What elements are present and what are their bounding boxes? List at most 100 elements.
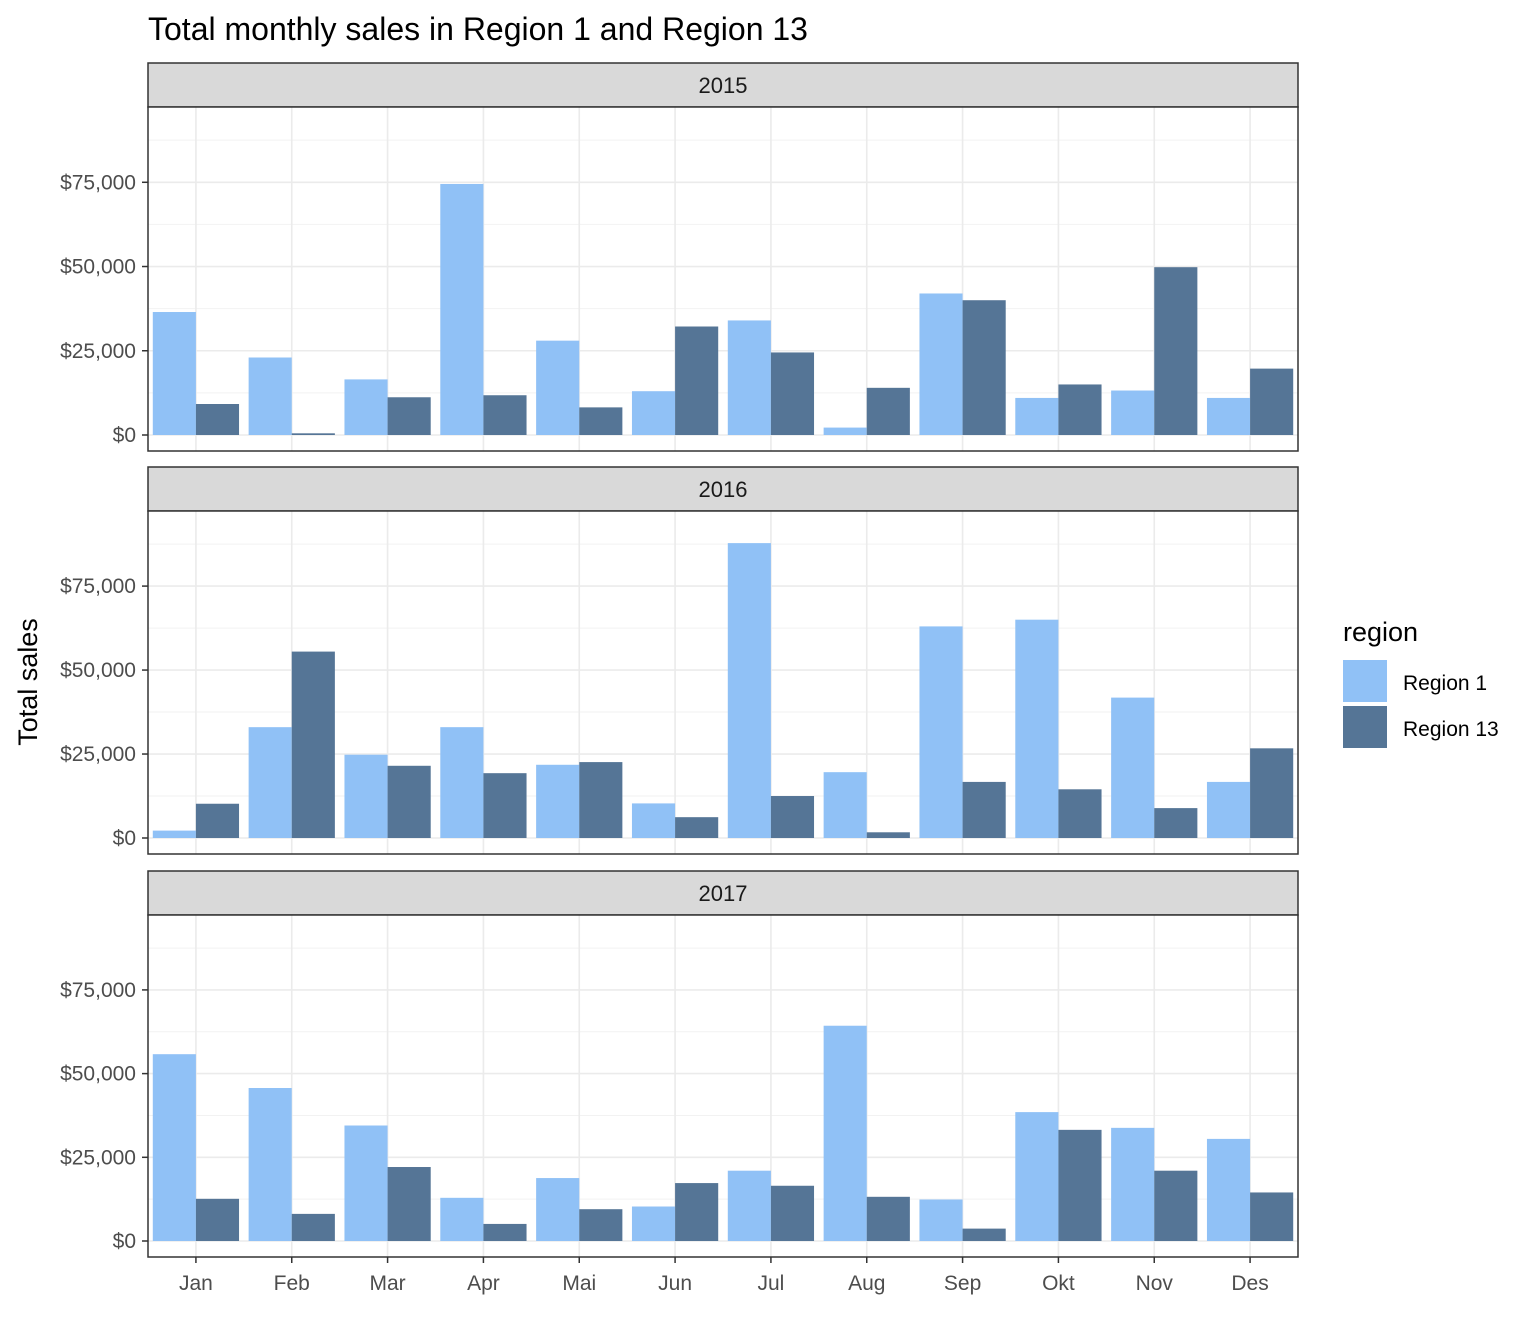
bar-2016-okt-region-1 xyxy=(1015,619,1059,838)
bar-2016-apr-region-1 xyxy=(440,727,484,838)
bar-2017-mai-region-13 xyxy=(579,1209,623,1241)
y-tick-label: $50,000 xyxy=(60,1063,136,1086)
legend-title: region xyxy=(1343,617,1418,647)
bar-2016-feb-region-13 xyxy=(291,651,335,838)
bar-2017-apr-region-13 xyxy=(483,1223,527,1241)
bar-2017-jun-region-13 xyxy=(675,1183,719,1241)
bar-2015-feb-region-1 xyxy=(248,357,292,435)
chart-title: Total monthly sales in Region 1 and Regi… xyxy=(148,11,808,47)
bar-2017-jan-region-13 xyxy=(195,1198,240,1241)
bar-2017-okt-region-1 xyxy=(1015,1112,1059,1241)
bar-2017-jul-region-13 xyxy=(770,1185,815,1241)
bar-2016-jun-region-1 xyxy=(631,803,676,838)
bar-2015-jan-region-13 xyxy=(195,404,240,435)
facet-strip-label: 2017 xyxy=(699,881,748,906)
facet-strip xyxy=(147,62,1299,108)
bar-2017-jan-region-1 xyxy=(152,1054,196,1241)
bar-2017-des-region-1 xyxy=(1206,1138,1251,1241)
bar-2017-des-region-13 xyxy=(1250,1192,1294,1241)
bar-2017-jun-region-1 xyxy=(631,1206,676,1241)
bar-2015-feb-region-13 xyxy=(291,433,335,435)
panel-background xyxy=(148,511,1298,854)
bar-2016-mai-region-13 xyxy=(579,762,623,838)
panel-background xyxy=(148,107,1298,451)
bar-2015-sep-region-13 xyxy=(962,300,1006,435)
bar-2015-jun-region-1 xyxy=(631,391,676,435)
bar-2015-jan-region-1 xyxy=(152,312,196,435)
bar-2016-okt-region-13 xyxy=(1058,789,1102,838)
bar-2017-sep-region-13 xyxy=(962,1228,1006,1241)
bar-2017-jul-region-1 xyxy=(727,1170,771,1241)
bar-2015-okt-region-1 xyxy=(1015,397,1059,435)
bar-2017-nov-region-13 xyxy=(1154,1170,1198,1241)
bar-2016-aug-region-1 xyxy=(823,772,867,838)
x-axis-ticks: Jan Feb Mar Apr Mai Jun Jul Aug Sep Okt Nov Des xyxy=(179,1257,1269,1295)
bar-2017-aug-region-1 xyxy=(823,1025,867,1241)
bar-2016-nov-region-13 xyxy=(1154,808,1198,838)
bar-2015-aug-region-13 xyxy=(866,387,910,435)
bar-2016-apr-region-13 xyxy=(483,773,527,838)
y-tick-label: $25,000 xyxy=(60,743,136,766)
bar-2016-jul-region-1 xyxy=(727,543,771,838)
facet-panels: 2015 $0 $25,000 $50,000 $75,000 2016 $0 $25,000… xyxy=(60,62,1299,1258)
bar-2016-feb-region-1 xyxy=(248,727,292,838)
bar-2017-mai-region-1 xyxy=(536,1178,580,1241)
bar-2015-aug-region-1 xyxy=(823,427,867,435)
bar-2017-mar-region-1 xyxy=(344,1125,388,1241)
legend-key-region-13 xyxy=(1343,706,1387,748)
bar-2017-sep-region-1 xyxy=(919,1199,963,1241)
x-tick-label: Okt xyxy=(1042,1272,1075,1295)
bar-2015-nov-region-13 xyxy=(1154,267,1198,435)
bar-2016-des-region-1 xyxy=(1206,781,1251,838)
bar-2016-nov-region-1 xyxy=(1111,697,1155,838)
bar-2017-okt-region-13 xyxy=(1058,1129,1102,1241)
bar-2015-jul-region-13 xyxy=(770,352,815,435)
bar-2016-jun-region-13 xyxy=(675,817,719,838)
y-tick-label: $0 xyxy=(113,827,136,850)
panel-background xyxy=(148,915,1298,1257)
bar-2015-mar-region-1 xyxy=(344,379,388,435)
bar-2016-des-region-13 xyxy=(1250,748,1294,838)
bar-2017-aug-region-13 xyxy=(866,1196,910,1241)
bar-2015-mar-region-13 xyxy=(387,397,431,435)
bar-2016-jul-region-13 xyxy=(770,796,815,838)
bar-2015-apr-region-1 xyxy=(440,183,484,435)
bar-2017-feb-region-13 xyxy=(291,1213,335,1241)
bar-2017-nov-region-1 xyxy=(1111,1127,1155,1241)
bar-2017-feb-region-1 xyxy=(248,1088,292,1241)
bar-2015-jul-region-1 xyxy=(727,320,771,435)
y-tick-label: $25,000 xyxy=(60,340,136,363)
y-tick-label: $0 xyxy=(113,424,136,447)
x-tick-label: Apr xyxy=(467,1272,500,1295)
y-tick-label: $25,000 xyxy=(60,1146,136,1169)
bar-2017-mar-region-13 xyxy=(387,1167,431,1241)
bar-2015-mai-region-13 xyxy=(579,407,623,435)
bar-2016-jan-region-1 xyxy=(152,830,196,838)
y-tick-label: $0 xyxy=(113,1230,136,1253)
x-tick-label: Nov xyxy=(1136,1272,1174,1295)
bar-2015-jun-region-13 xyxy=(675,326,719,435)
bar-2015-nov-region-1 xyxy=(1111,390,1155,435)
y-tick-label: $75,000 xyxy=(60,575,136,598)
bar-2016-mai-region-1 xyxy=(536,764,580,838)
legend-label: Region 13 xyxy=(1403,718,1499,741)
panel-border xyxy=(147,510,1299,855)
y-tick-label: $50,000 xyxy=(60,659,136,682)
bar-2015-des-region-13 xyxy=(1250,368,1294,435)
x-tick-label: Des xyxy=(1231,1272,1268,1295)
bar-2016-sep-region-1 xyxy=(919,626,963,838)
bar-2016-mar-region-13 xyxy=(387,765,431,838)
x-tick-label: Jun xyxy=(658,1272,692,1295)
legend-label: Region 1 xyxy=(1403,672,1487,695)
y-tick-label: $50,000 xyxy=(60,256,136,279)
bar-2016-sep-region-13 xyxy=(962,781,1006,838)
y-tick-label: $75,000 xyxy=(60,171,136,194)
y-axis-label: Total sales xyxy=(13,618,43,746)
bar-2015-apr-region-13 xyxy=(483,395,527,435)
bar-2015-okt-region-13 xyxy=(1058,384,1102,435)
bar-2016-jan-region-13 xyxy=(195,803,240,838)
facet-panel-2016: 2016 $0 $25,000 $50,000 $75,000 xyxy=(60,466,1299,855)
panel-border xyxy=(147,914,1299,1258)
facet-strip-label: 2015 xyxy=(699,73,748,98)
